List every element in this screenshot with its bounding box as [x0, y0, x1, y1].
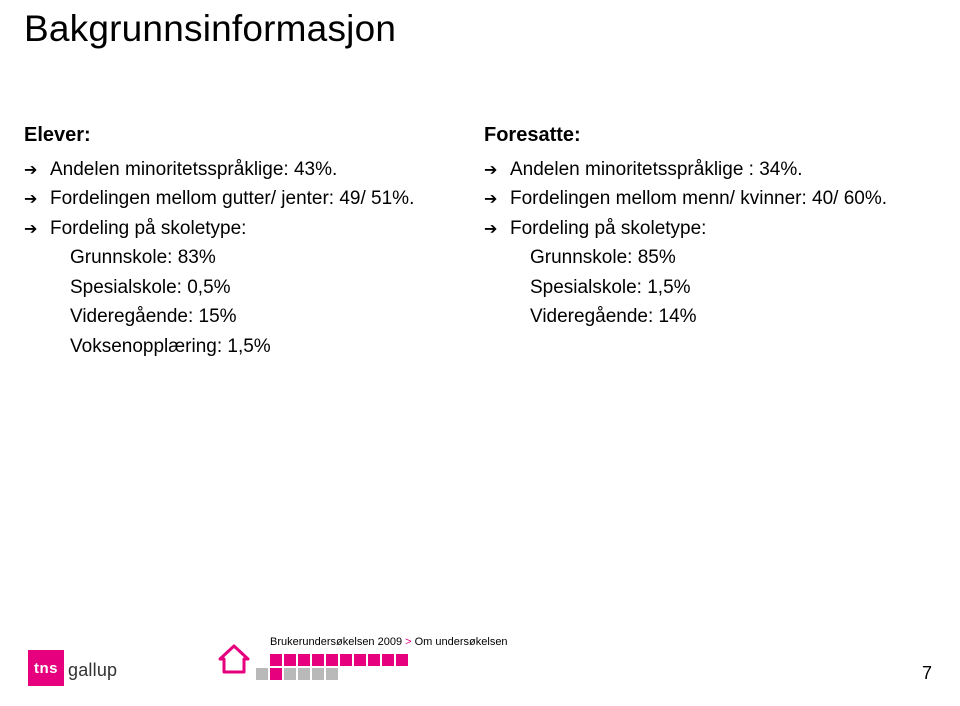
left-column: Elever: ➔ Andelen minoritetsspråklige: 4… [24, 120, 460, 361]
square-icon [312, 654, 324, 666]
list-item-text: Fordeling på skoletype: [50, 214, 460, 243]
square-icon [340, 654, 352, 666]
sub-item: Grunnskole: 83% [70, 243, 460, 272]
square-icon [368, 654, 380, 666]
page-title: Bakgrunnsinformasjon [24, 8, 396, 50]
sub-item: Videregående: 15% [70, 302, 460, 331]
list-item: ➔ Andelen minoritetsspråklige : 34%. [484, 155, 920, 184]
decorative-squares-row2 [256, 668, 338, 680]
square-icon [298, 654, 310, 666]
breadcrumb-sep: > [402, 636, 415, 648]
logo-text: gallup [68, 660, 117, 681]
square-icon [284, 668, 296, 680]
right-header: Foresatte: [484, 120, 920, 151]
page-number: 7 [922, 663, 932, 684]
breadcrumb-a: Brukerundersøkelsen 2009 [270, 636, 402, 648]
square-icon [326, 668, 338, 680]
sub-item: Grunnskole: 85% [530, 243, 920, 272]
list-item-text: Fordelingen mellom menn/ kvinner: 40/ 60… [510, 184, 920, 213]
sub-item: Spesialskole: 0,5% [70, 273, 460, 302]
content-columns: Elever: ➔ Andelen minoritetsspråklige: 4… [24, 120, 920, 361]
square-icon [382, 654, 394, 666]
decorative-squares-row1 [270, 654, 408, 666]
list-item-text: Andelen minoritetsspråklige : 34%. [510, 155, 920, 184]
sub-item: Spesialskole: 1,5% [530, 273, 920, 302]
logo-box: tns [28, 650, 64, 686]
arrow-icon: ➔ [484, 218, 510, 243]
list-item: ➔ Fordelingen mellom menn/ kvinner: 40/ … [484, 184, 920, 213]
square-icon [396, 654, 408, 666]
square-icon [270, 654, 282, 666]
arrow-icon: ➔ [24, 218, 50, 243]
breadcrumb-b: Om undersøkelsen [415, 636, 508, 648]
breadcrumb: Brukerundersøkelsen 2009 > Om undersøkel… [270, 636, 508, 648]
square-icon [284, 654, 296, 666]
square-icon [326, 654, 338, 666]
list-item: ➔ Fordelingen mellom gutter/ jenter: 49/… [24, 184, 460, 213]
square-icon [354, 654, 366, 666]
list-item-text: Fordeling på skoletype: [510, 214, 920, 243]
left-header: Elever: [24, 120, 460, 151]
square-icon [256, 668, 268, 680]
list-item: ➔ Andelen minoritetsspråklige: 43%. [24, 155, 460, 184]
arrow-icon: ➔ [484, 188, 510, 213]
square-icon [298, 668, 310, 680]
arrow-icon: ➔ [24, 159, 50, 184]
house-icon [218, 642, 250, 674]
list-item-text: Fordelingen mellom gutter/ jenter: 49/ 5… [50, 184, 460, 213]
list-item: ➔ Fordeling på skoletype: [24, 214, 460, 243]
right-column: Foresatte: ➔ Andelen minoritetsspråklige… [484, 120, 920, 361]
square-icon [270, 668, 282, 680]
square-icon [312, 668, 324, 680]
list-item-text: Andelen minoritetsspråklige: 43%. [50, 155, 460, 184]
sub-item: Videregående: 14% [530, 302, 920, 331]
sub-item: Voksenopplæring: 1,5% [70, 332, 460, 361]
arrow-icon: ➔ [484, 159, 510, 184]
tns-logo: tns [28, 650, 64, 686]
footer: tns gallup Brukerundersøkelsen 2009 > Om… [0, 614, 960, 706]
list-item: ➔ Fordeling på skoletype: [484, 214, 920, 243]
arrow-icon: ➔ [24, 188, 50, 213]
